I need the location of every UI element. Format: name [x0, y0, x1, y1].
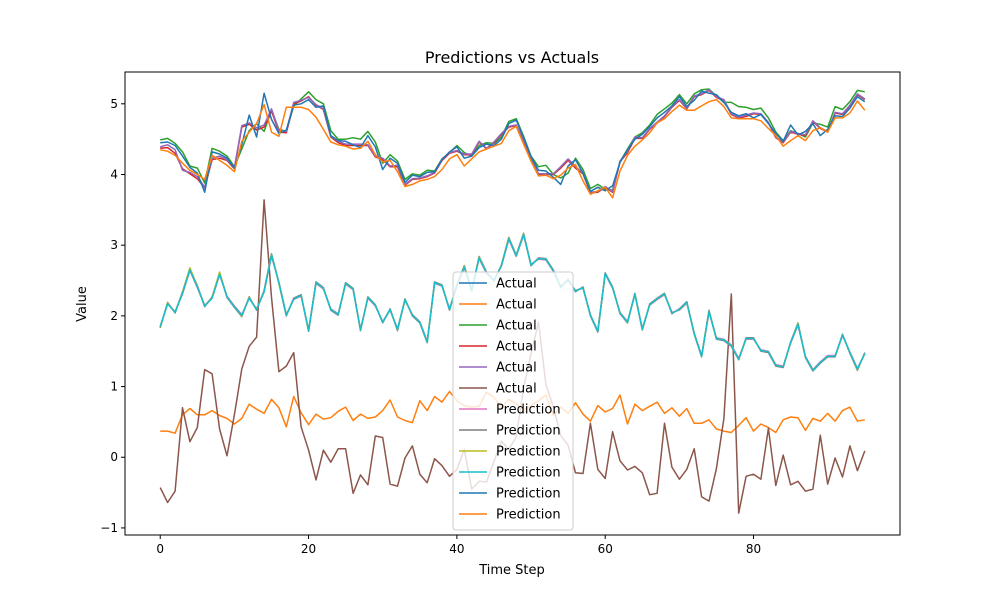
- y-tick-label-0: −1: [100, 521, 118, 535]
- legend-label-5: Actual: [496, 361, 537, 376]
- legend-label-2: Actual: [496, 298, 537, 313]
- series-line-4: [160, 89, 866, 194]
- series-line-12: [160, 98, 866, 199]
- series-line-11: [160, 90, 866, 193]
- x-tick-label-0: 0: [156, 542, 164, 556]
- legend-label-11: Prediction: [496, 487, 561, 502]
- legend: Actual Actual Actual Actual Actual Actual Pred…: [452, 271, 574, 531]
- axis-ticks: 0 20 40 60 80 −1 0 1 2 3 4 5: [100, 97, 761, 556]
- y-tick-label-3: 2: [110, 309, 118, 323]
- x-tick-label-4: 80: [746, 542, 761, 556]
- legend-label-10: Prediction: [496, 466, 561, 481]
- legend-label-9: Prediction: [496, 445, 561, 460]
- legend-label-3: Actual: [496, 319, 537, 334]
- y-tick-label-6: 5: [110, 97, 118, 111]
- legend-label-12: Prediction: [496, 508, 561, 523]
- legend-label-4: Actual: [496, 340, 537, 355]
- legend-label-7: Prediction: [496, 403, 561, 418]
- legend-label-1: Actual: [496, 277, 537, 292]
- series-line-10: [159, 233, 866, 372]
- x-tick-label-3: 60: [598, 542, 613, 556]
- y-tick-label-4: 3: [110, 238, 118, 252]
- x-axis-label: Time Step: [478, 563, 545, 578]
- series-line-3: [160, 88, 865, 191]
- legend-label-6: Actual: [496, 382, 537, 397]
- y-tick-label-5: 4: [110, 167, 118, 181]
- x-tick-label-2: 40: [449, 542, 464, 556]
- x-tick-label-1: 20: [301, 542, 316, 556]
- series-line-5: [159, 88, 866, 193]
- axes-frame: [124, 71, 901, 536]
- y-tick-label-2: 1: [110, 380, 118, 394]
- y-tick-label-1: 0: [110, 450, 118, 464]
- legend-label-8: Prediction: [496, 424, 561, 439]
- legend-box: [452, 271, 574, 531]
- chart-title: Predictions vs Actuals: [425, 48, 599, 67]
- y-axis-label: Value: [75, 286, 90, 322]
